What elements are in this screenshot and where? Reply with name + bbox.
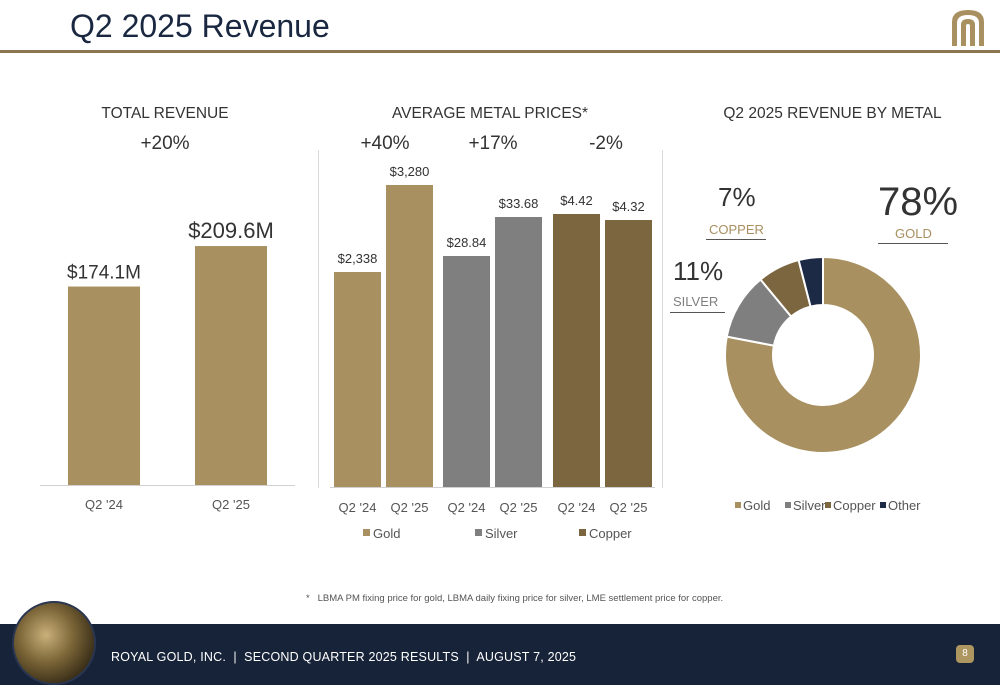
bar <box>334 272 381 487</box>
title-divider <box>0 50 1000 53</box>
data-label: $3,280 <box>390 164 430 179</box>
legend-label: Silver <box>793 498 826 513</box>
bar <box>605 220 652 487</box>
data-label: $209.6M <box>188 218 274 243</box>
gold-price-change: +40% <box>360 133 410 154</box>
pie-slice <box>797 255 824 308</box>
x-tick-label: Q2 '25 <box>500 500 538 515</box>
legend-swatch <box>363 529 370 536</box>
x-tick-label: Q2 '24 <box>558 500 596 515</box>
revenue-by-metal-title: Q2 2025 REVENUE BY METAL <box>723 105 942 122</box>
x-tick-label: Q2 '25 <box>391 500 429 515</box>
silver-pct-callout: 11% <box>673 256 724 286</box>
legend-swatch <box>475 529 482 536</box>
footnote: * LBMA PM fixing price for gold, LBMA da… <box>306 593 723 604</box>
x-tick-label: Q2 '24 <box>85 497 123 512</box>
silver-callout-rule <box>670 312 725 313</box>
data-label: $4.42 <box>560 193 593 208</box>
bar <box>195 246 267 485</box>
page-number: 8 <box>956 645 974 663</box>
gold-callout-rule <box>878 243 948 244</box>
bar <box>68 286 140 485</box>
data-label: $28.84 <box>447 235 487 250</box>
legend-swatch <box>825 502 831 508</box>
legend-label: Gold <box>373 526 400 541</box>
metal-prices-title: AVERAGE METAL PRICES* <box>391 105 589 122</box>
gold-bars-photo <box>12 601 96 685</box>
total-revenue-chart: $174.1M Q2 '24 $209.6M Q2 '25 <box>40 218 295 512</box>
panel-separator-right <box>662 150 663 488</box>
footnote-text: LBMA PM fixing price for gold, LBMA dail… <box>317 593 724 604</box>
bar <box>443 256 490 487</box>
data-label: $2,338 <box>338 251 378 266</box>
x-tick-label: Q2 '24 <box>339 500 377 515</box>
metal-prices-chart: $2,338 Q2 '24 $3,280 Q2 '25 $28.84 Q2 '24 $33.… <box>330 164 655 541</box>
data-label: $4.32 <box>612 199 645 214</box>
copper-price-change: -2% <box>589 133 623 154</box>
footnote-marker: * <box>306 593 310 604</box>
x-tick-label: Q2 '25 <box>212 497 250 512</box>
revenue-by-metal-chart: Gold Silver Copper Other <box>724 255 922 513</box>
copper-pct-callout: 7% <box>718 182 756 212</box>
legend-label: Copper <box>833 498 876 513</box>
bar <box>553 214 600 487</box>
footer-bar <box>0 624 1000 685</box>
silver-price-change: +17% <box>468 133 518 154</box>
copper-callout-rule <box>706 239 766 240</box>
legend-swatch <box>579 529 586 536</box>
legend-label: Gold <box>743 498 770 513</box>
silver-name-callout: SILVER <box>673 294 719 309</box>
copper-name-callout: COPPER <box>709 222 764 237</box>
legend-label: Copper <box>589 526 632 541</box>
bar <box>495 217 542 487</box>
legend-label: Silver <box>485 526 518 541</box>
legend-swatch <box>785 502 791 508</box>
total-revenue-title: TOTAL REVENUE <box>101 105 229 122</box>
legend-label: Other <box>888 498 921 513</box>
footer-text: ROYAL GOLD, INC. | SECOND QUARTER 2025 R… <box>111 650 577 664</box>
gold-pct-callout: 78% <box>878 180 959 224</box>
data-label: $33.68 <box>499 196 539 211</box>
data-label: $174.1M <box>67 263 141 284</box>
legend-swatch <box>735 502 741 508</box>
total-revenue-change: +20% <box>140 133 190 154</box>
x-tick-label: Q2 '25 <box>610 500 648 515</box>
bar <box>386 185 433 487</box>
pie-slice <box>724 255 922 454</box>
legend-swatch <box>880 502 886 508</box>
company-logo-icon <box>952 10 984 46</box>
panel-separator-left <box>318 150 319 488</box>
gold-name-callout: GOLD <box>895 226 932 241</box>
x-tick-label: Q2 '24 <box>448 500 486 515</box>
page-title: Q2 2025 Revenue <box>70 8 330 44</box>
